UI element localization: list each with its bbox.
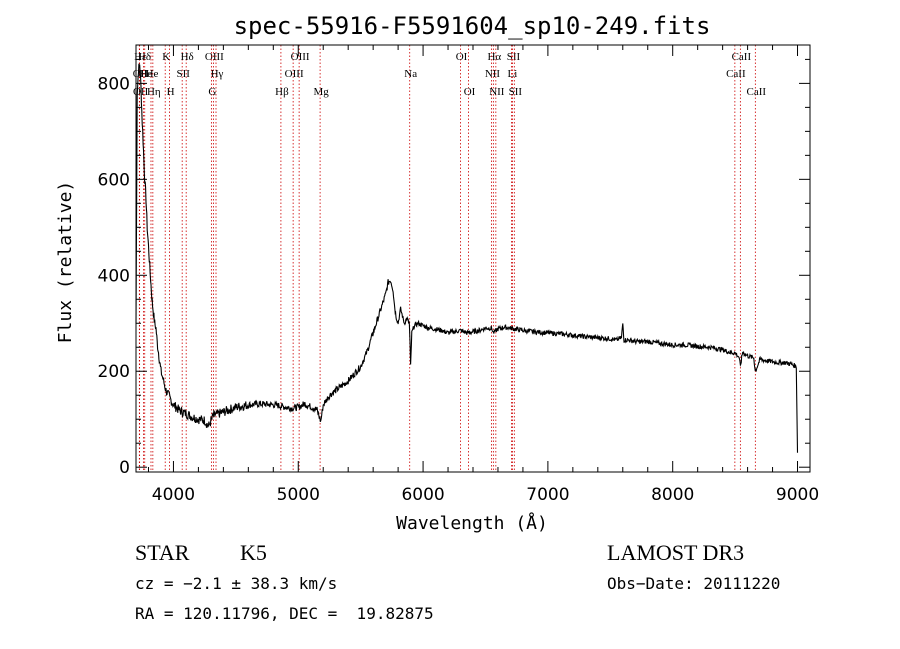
object-subclass: K5 [240,540,267,565]
marker-label-5: Hη [147,86,161,98]
x-tick-label: 9000 [776,485,819,505]
y-tick-label: 200 [98,362,130,382]
y-tick-label: 800 [98,74,130,94]
x-tick-label: 7000 [526,485,569,505]
flux-series-line [135,63,799,453]
y-tick-label: 0 [119,458,130,478]
axis-ticks: 4000 5000 6000 7000 8000 9000 0 200 400 600 800 [98,45,819,505]
redshift-value: cz = −2.1 ± 38.3 km/s [135,574,338,593]
marker-label-14: Hβ [275,86,289,98]
x-tick-label: 4000 [152,485,195,505]
marker-label-29: CaII [747,86,767,98]
y-tick-label: 600 [98,170,130,190]
marker-label-24: SII [507,51,521,63]
marker-label-15: OIII [285,68,304,80]
marker-label-6: He [146,68,159,80]
marker-label-8: H [167,86,175,98]
x-tick-label: 8000 [651,485,694,505]
y-tick-label: 400 [98,266,130,286]
sky-coordinates: RA = 120.11796, DEC = 19.82875 [135,604,434,623]
marker-label-23: NII [489,86,505,98]
marker-label-22: NII [485,68,501,80]
marker-label-27: CaII [732,51,752,63]
marker-label-16: OIII [291,51,310,63]
observation-date: Obs−Date: 20111220 [607,574,781,593]
marker-label-9: SII [176,68,190,80]
marker-label-10: Hδ [181,51,194,63]
marker-label-11: OIII [205,51,224,63]
object-class: STAR [135,540,190,565]
x-tick-label: 5000 [277,485,320,505]
marker-label-18: Na [404,68,417,80]
marker-label-4: He [139,68,152,80]
chart-title: spec-55916-F5591604_sp10-249.fits [234,12,711,40]
y-axis-label: Flux (relative) [55,181,76,344]
x-axis-label: Wavelength (Å) [396,512,548,534]
marker-label-28: CaII [726,68,746,80]
marker-label-21: Hα [487,51,501,63]
marker-label-12: Hγ [211,68,224,80]
marker-label-20: OI [464,86,476,98]
marker-label-7: K [162,51,170,63]
marker-label-26: SII [509,86,523,98]
x-tick-label: 6000 [401,485,444,505]
marker-label-25: Li [508,68,518,80]
marker-label-19: OI [456,51,468,63]
marker-label-17: Mg [313,86,329,98]
survey-label: LAMOST DR3 [607,540,745,565]
marker-label-13: G [208,86,216,98]
